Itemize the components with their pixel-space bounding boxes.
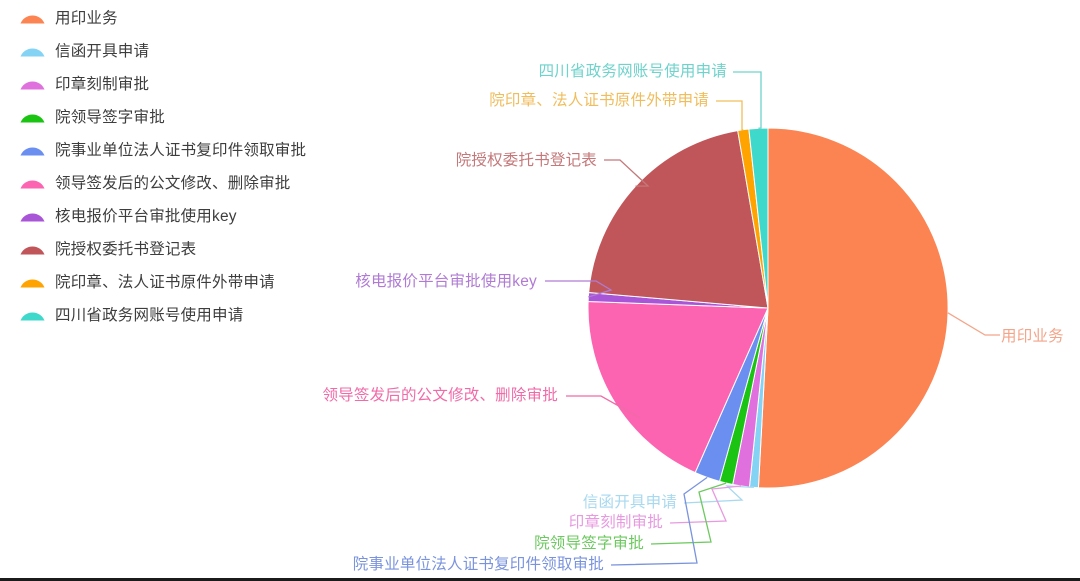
leader-line <box>566 395 641 419</box>
legend-label: 院领导签字审批 <box>55 108 165 126</box>
callout-label-xinhan: 信函开具申请 <box>583 493 677 511</box>
callout-label-hedian: 核电报价平台审批使用key <box>355 272 537 290</box>
legend-swatch-icon <box>20 274 45 288</box>
callout-label-sichuan: 四川省政务网账号使用申请 <box>539 62 727 80</box>
leader-line <box>610 476 708 566</box>
callout-label-shouquan: 院授权委托书登记表 <box>456 150 597 169</box>
legend-label: 院事业单位法人证书复印件领取审批 <box>55 141 307 159</box>
legend-label: 信函开具申请 <box>55 42 150 60</box>
legend-swatch-icon <box>20 109 45 123</box>
pie-slice[interactable] <box>757 127 949 489</box>
callout-label-yuanyinzhang: 院印章、法人证书原件外带申请 <box>489 90 709 109</box>
legend-swatch-icon <box>20 43 45 57</box>
legend-item-1[interactable]: 信函开具申请 <box>20 33 360 66</box>
leader-line <box>604 159 650 187</box>
legend-label: 院授权委托书登记表 <box>55 240 197 258</box>
legend-label: 领导签发后的公文修改、删除审批 <box>55 174 291 192</box>
legend-swatch-icon <box>20 76 45 90</box>
legend-item-2[interactable]: 印章刻制审批 <box>20 66 360 99</box>
legend-item-9[interactable]: 四川省政务网账号使用申请 <box>20 297 360 330</box>
callout-label-yuanlingdao: 院领导签字审批 <box>534 533 644 552</box>
callout-label-yinzhang: 印章刻制审批 <box>569 513 663 531</box>
legend-item-6[interactable]: 核电报价平台审批使用key <box>20 198 360 231</box>
callout-label-yongyin: 用印业务 <box>1001 327 1064 345</box>
leader-line <box>545 280 613 298</box>
leader-line <box>650 482 727 545</box>
callout-label-lingdao: 领导签发后的公文修改、删除审批 <box>322 386 558 404</box>
legend-swatch-icon <box>20 241 45 255</box>
callout-label-shiye: 院事业单位法人证书复印件领取审批 <box>353 554 604 573</box>
legend-swatch-icon <box>20 10 45 24</box>
pie-leader-lines <box>545 71 1000 566</box>
chart-legend: 用印业务 信函开具申请 印章刻制审批 院领导签字审批 院事业单位法人证书复印件领 <box>20 0 360 330</box>
legend-label: 四川省政务网账号使用申请 <box>55 306 244 324</box>
legend-label: 核电报价平台审批使用key <box>55 207 237 225</box>
leader-line <box>716 100 744 131</box>
leader-line <box>733 71 762 129</box>
legend-swatch-icon <box>20 307 45 321</box>
window-bottom-border <box>0 578 1080 581</box>
legend-item-7[interactable]: 院授权委托书登记表 <box>20 231 360 264</box>
legend-item-5[interactable]: 领导签发后的公文修改、删除审批 <box>20 165 360 198</box>
legend-label: 印章刻制审批 <box>55 75 150 93</box>
leader-line <box>947 312 1000 336</box>
pie-slice[interactable] <box>588 129 769 309</box>
legend-item-3[interactable]: 院领导签字审批 <box>20 99 360 132</box>
legend-swatch-icon <box>20 142 45 156</box>
pie-slices[interactable] <box>587 127 949 489</box>
leader-line <box>669 485 742 524</box>
legend-item-8[interactable]: 院印章、法人证书原件外带申请 <box>20 264 360 297</box>
legend-item-4[interactable]: 院事业单位法人证书复印件领取审批 <box>20 132 360 165</box>
legend-swatch-icon <box>20 175 45 189</box>
legend-swatch-icon <box>20 208 45 222</box>
legend-label: 院印章、法人证书原件外带申请 <box>55 273 275 291</box>
legend-item-0[interactable]: 用印业务 <box>20 0 360 33</box>
legend-label: 用印业务 <box>55 9 118 27</box>
